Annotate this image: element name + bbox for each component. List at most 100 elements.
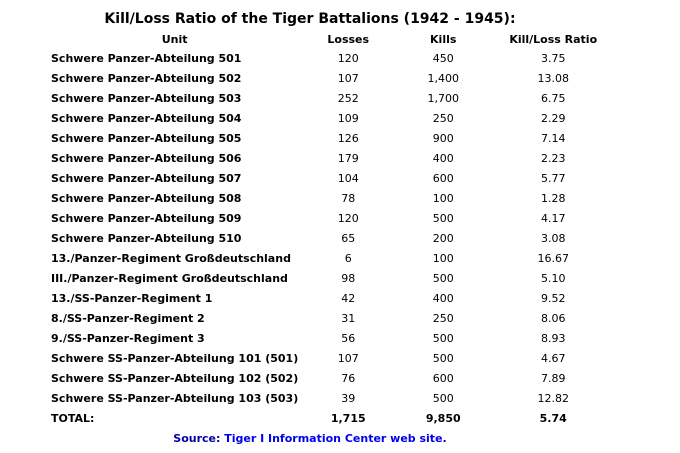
ratio-cell: 8.93 [540,332,566,345]
losses-cell: 78 [341,192,356,205]
kills-cell: 400 [432,152,454,165]
kills-cell: 450 [432,52,454,65]
table-row: Schwere SS-Panzer-Abteilung 101 (501) 10… [47,349,618,369]
table-row: Schwere Panzer-Abteilung 509 120 500 4.1… [47,209,618,229]
losses-cell: 31 [341,312,356,325]
losses-cell: 252 [337,92,359,105]
kills-cell: 250 [432,312,454,325]
ratio-cell: 13.08 [537,72,569,85]
total-losses: 1,715 [330,412,366,425]
table-row: 13./Panzer-Regiment Großdeutschland 6 10… [47,249,618,269]
source-prefix: Source: [173,432,225,445]
table-row: Schwere Panzer-Abteilung 505 126 900 7.1… [47,129,618,149]
unit-cell: 13./SS-Panzer-Regiment 1 [51,292,213,305]
losses-cell: 104 [337,172,359,185]
kills-cell: 100 [432,192,454,205]
table-row: Schwere SS-Panzer-Abteilung 103 (503) 39… [47,389,618,409]
losses-cell: 107 [337,72,359,85]
unit-cell: III./Panzer-Regiment Großdeutschland [51,272,288,285]
source-link[interactable]: Tiger I Information Center web site [224,432,443,445]
ratio-cell: 7.89 [540,372,566,385]
total-ratio: 5.74 [539,412,567,425]
ratio-cell: 4.17 [540,212,566,225]
kills-cell: 500 [432,352,454,365]
column-header-ratio: Kill/Loss Ratio [509,33,598,46]
ratio-cell: 5.77 [540,172,566,185]
ratio-cell: 2.29 [540,112,566,125]
unit-cell: Schwere SS-Panzer-Abteilung 103 (503) [51,392,299,405]
losses-cell: 109 [337,112,359,125]
kills-cell: 900 [432,132,454,145]
table-row: Schwere Panzer-Abteilung 501 120 450 3.7… [47,49,618,69]
unit-cell: Schwere Panzer-Abteilung 509 [51,212,242,225]
ratio-cell: 16.67 [537,252,569,265]
ratio-cell: 8.06 [540,312,566,325]
ratio-cell: 9.52 [540,292,566,305]
unit-cell: Schwere Panzer-Abteilung 501 [51,52,242,65]
unit-cell: 9./SS-Panzer-Regiment 3 [51,332,205,345]
ratio-cell: 2.23 [540,152,566,165]
page-title: Kill/Loss Ratio of the Tiger Battalions … [104,11,516,27]
losses-cell: 179 [337,152,359,165]
table-row: Schwere Panzer-Abteilung 508 78 100 1.28 [47,189,618,209]
kill-loss-table: Unit Losses Kills Kill/Loss Ratio Schwer… [47,31,618,429]
column-header-losses: Losses [327,33,370,46]
unit-cell: Schwere SS-Panzer-Abteilung 101 (501) [51,352,299,365]
losses-cell: 6 [344,252,352,265]
total-kills: 9,850 [425,412,461,425]
kills-cell: 100 [432,252,454,265]
ratio-cell: 3.75 [540,52,566,65]
losses-cell: 39 [341,392,356,405]
unit-cell: Schwere Panzer-Abteilung 504 [51,112,242,125]
losses-cell: 126 [337,132,359,145]
column-header-kills: Kills [430,33,457,46]
ratio-cell: 5.10 [540,272,566,285]
losses-cell: 98 [341,272,356,285]
source-line: Source: Tiger I Information Center web s… [0,432,620,445]
ratio-cell: 3.08 [540,232,566,245]
ratio-cell: 7.14 [540,132,566,145]
ratio-cell: 6.75 [540,92,566,105]
losses-cell: 120 [337,212,359,225]
ratio-cell: 12.82 [537,392,569,405]
kills-cell: 500 [432,212,454,225]
kills-cell: 600 [432,172,454,185]
table-row: 9./SS-Panzer-Regiment 3 56 500 8.93 [47,329,618,349]
kills-cell: 500 [432,332,454,345]
kills-cell: 200 [432,232,454,245]
unit-cell: Schwere Panzer-Abteilung 506 [51,152,242,165]
kills-cell: 400 [432,292,454,305]
kills-cell: 1,700 [427,92,459,105]
table-row: Schwere Panzer-Abteilung 503 252 1,700 6… [47,89,618,109]
total-label: TOTAL: [51,412,95,425]
total-row: TOTAL: 1,715 9,850 5.74 [47,409,618,429]
unit-cell: Schwere Panzer-Abteilung 503 [51,92,242,105]
losses-cell: 56 [341,332,356,345]
losses-cell: 107 [337,352,359,365]
kills-cell: 500 [432,392,454,405]
table-row: III./Panzer-Regiment Großdeutschland 98 … [47,269,618,289]
unit-cell: Schwere Panzer-Abteilung 508 [51,192,242,205]
unit-cell: 13./Panzer-Regiment Großdeutschland [51,252,291,265]
table-row: Schwere Panzer-Abteilung 506 179 400 2.2… [47,149,618,169]
table-row: Schwere Panzer-Abteilung 510 65 200 3.08 [47,229,618,249]
kills-cell: 1,400 [427,72,459,85]
table-row: Schwere Panzer-Abteilung 504 109 250 2.2… [47,109,618,129]
kills-cell: 600 [432,372,454,385]
unit-cell: Schwere Panzer-Abteilung 505 [51,132,242,145]
losses-cell: 76 [341,372,356,385]
kills-cell: 250 [432,112,454,125]
unit-cell: Schwere Panzer-Abteilung 507 [51,172,242,185]
ratio-cell: 4.67 [540,352,566,365]
kills-cell: 500 [432,272,454,285]
unit-cell: Schwere SS-Panzer-Abteilung 102 (502) [51,372,299,385]
unit-cell: Schwere Panzer-Abteilung 502 [51,72,242,85]
table-row: Schwere Panzer-Abteilung 507 104 600 5.7… [47,169,618,189]
unit-cell: Schwere Panzer-Abteilung 510 [51,232,242,245]
losses-cell: 120 [337,52,359,65]
losses-cell: 42 [341,292,356,305]
source-suffix: . [442,432,447,445]
losses-cell: 65 [341,232,356,245]
table-row: Schwere Panzer-Abteilung 502 107 1,400 1… [47,69,618,89]
table-row: 8./SS-Panzer-Regiment 2 31 250 8.06 [47,309,618,329]
